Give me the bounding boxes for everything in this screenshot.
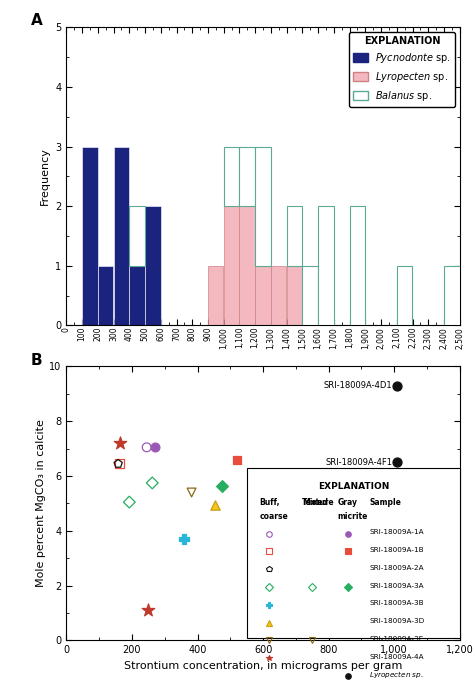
Text: SRI-18009A-4D1: SRI-18009A-4D1 — [324, 381, 392, 390]
Text: SRI-18009A-4A: SRI-18009A-4A — [369, 654, 424, 660]
Point — [188, 487, 195, 498]
Point — [144, 605, 152, 616]
Bar — [129, 266, 145, 325]
Text: Texture: Texture — [302, 498, 335, 507]
Point — [233, 454, 241, 465]
Text: SRI-18009A-4F1: SRI-18009A-4F1 — [326, 458, 392, 467]
Text: SRI-18009A-1B: SRI-18009A-1B — [369, 547, 424, 553]
Bar — [397, 266, 412, 325]
Bar — [287, 206, 302, 266]
Text: SRI-18009A-2A: SRI-18009A-2A — [369, 565, 424, 571]
Point — [321, 594, 328, 605]
Point — [292, 557, 300, 568]
Bar — [239, 206, 255, 325]
Text: Buff,: Buff, — [259, 498, 280, 507]
Text: coarse: coarse — [259, 512, 288, 521]
Bar — [239, 147, 255, 206]
Text: Mixed: Mixed — [302, 498, 328, 507]
Point — [219, 480, 226, 491]
Text: Sample: Sample — [369, 498, 401, 507]
Bar — [224, 206, 239, 325]
Point — [126, 497, 133, 508]
Point — [148, 477, 156, 488]
Bar — [224, 147, 239, 206]
Bar — [287, 266, 302, 325]
Point — [394, 380, 401, 391]
Legend: $Pycnodonte$ sp., $Lyropecten$ sp., $Balanus$ sp.: $Pycnodonte$ sp., $Lyropecten$ sp., $Bal… — [349, 32, 455, 107]
Point — [116, 458, 124, 469]
Point — [211, 499, 219, 510]
Bar — [114, 147, 129, 325]
Text: Gray: Gray — [338, 498, 358, 507]
Bar — [318, 206, 334, 325]
Y-axis label: Frequency: Frequency — [40, 147, 50, 206]
Text: SRI-18009A-1A: SRI-18009A-1A — [369, 530, 424, 535]
Bar — [208, 266, 224, 325]
Bar — [145, 206, 161, 325]
Text: A: A — [31, 12, 43, 27]
Text: B: B — [31, 353, 43, 368]
Point — [116, 438, 124, 449]
Bar — [255, 147, 271, 266]
X-axis label: Strontium concentration, in micrograms per gram: Strontium concentration, in micrograms p… — [124, 661, 402, 671]
Bar — [350, 206, 365, 325]
FancyBboxPatch shape — [247, 468, 460, 638]
Bar — [98, 266, 113, 325]
Y-axis label: Mole percent MgCO₃ in calcite: Mole percent MgCO₃ in calcite — [36, 419, 46, 588]
Bar — [271, 266, 286, 325]
Point — [180, 534, 188, 545]
Text: $Lyropecten$ sp.: $Lyropecten$ sp. — [369, 669, 424, 680]
Point — [143, 442, 150, 453]
Text: SRI-18009A-3E: SRI-18009A-3E — [369, 636, 424, 642]
Text: EXPLANATION: EXPLANATION — [318, 482, 389, 490]
Point — [114, 458, 122, 469]
Text: SRI-18009A-3D: SRI-18009A-3D — [369, 619, 425, 624]
Point — [394, 457, 401, 468]
Bar — [302, 266, 318, 325]
Text: SRI-18009A-3A: SRI-18009A-3A — [369, 583, 424, 588]
Text: SRI-18009A-3B: SRI-18009A-3B — [369, 601, 424, 606]
Bar — [129, 206, 145, 266]
Bar — [255, 266, 271, 325]
Bar — [444, 266, 460, 325]
Text: micrite: micrite — [338, 512, 368, 521]
Bar — [82, 147, 98, 325]
Point — [151, 442, 159, 453]
